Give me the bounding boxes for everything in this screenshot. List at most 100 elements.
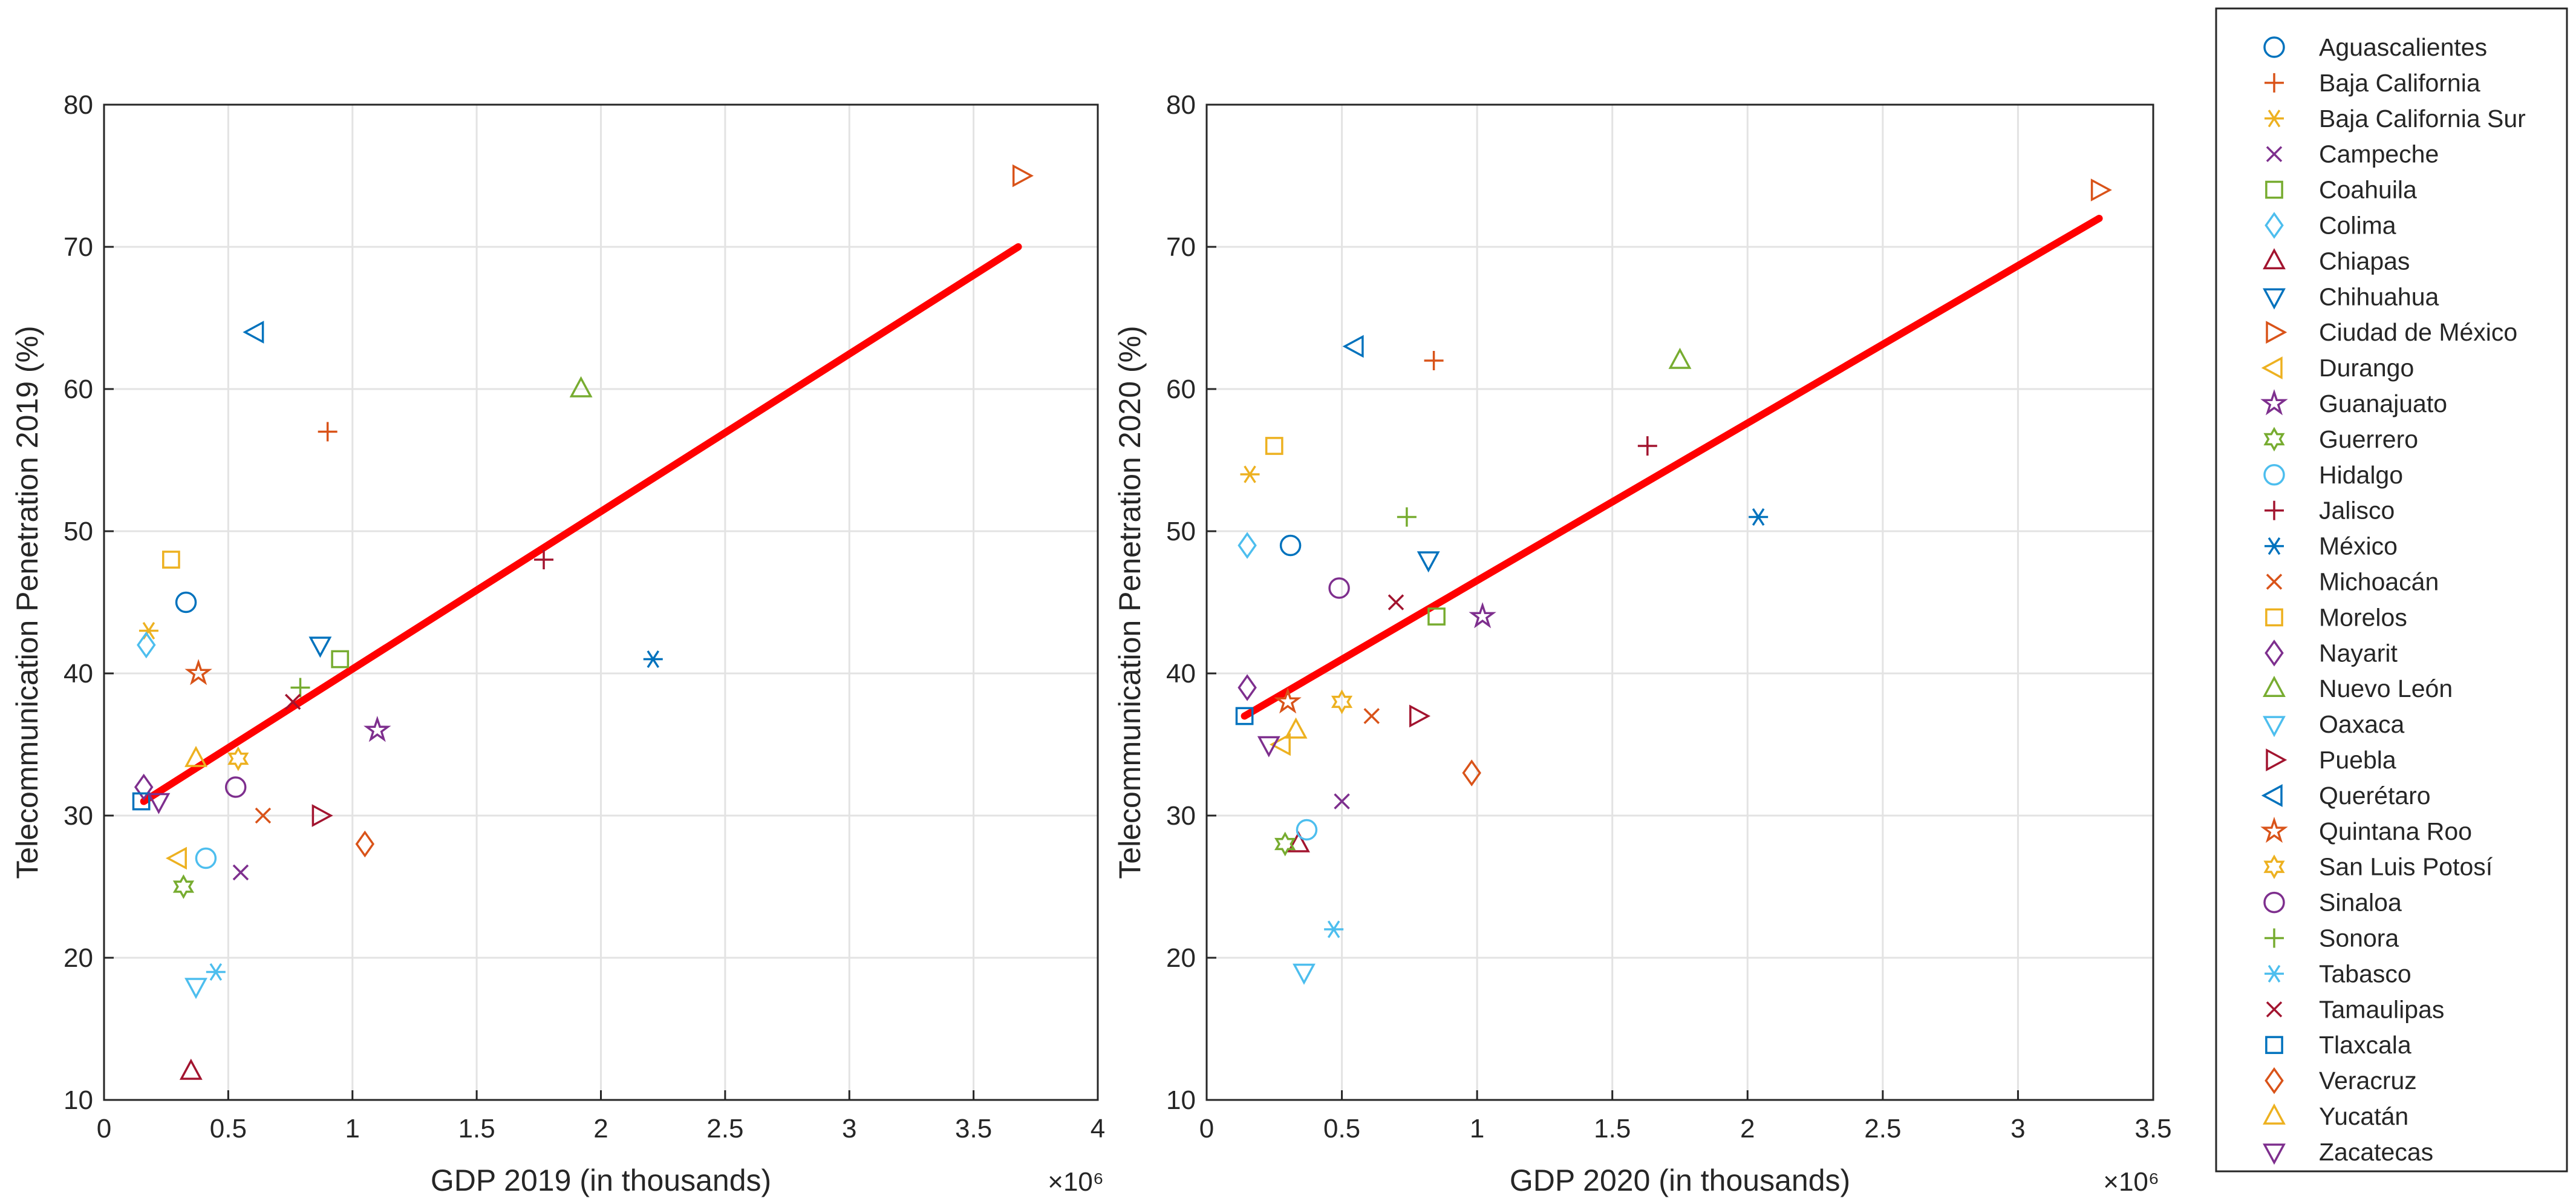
legend-marker-veracruz xyxy=(2265,1067,2284,1094)
legend-item-tlaxcala: Tlaxcala xyxy=(2265,1031,2411,1059)
legend-label-campeche: Campeche xyxy=(2319,140,2439,168)
legend-label-morelos: Morelos xyxy=(2319,603,2407,631)
y-tick-label-2019-3: 40 xyxy=(64,659,93,689)
legend-item-san-luis-potosi: San Luis Potosí xyxy=(2263,853,2493,881)
legend-marker-tamaulipas xyxy=(2266,1001,2283,1018)
point-2020-mexico xyxy=(1749,508,1769,526)
ticks-2019: 0 0.5 1 1.5 2 2.5 3 3.5 4 10 20 30 40 50 60 70 80 xyxy=(64,90,1105,1143)
legend-item-oaxaca: Oaxaca xyxy=(2263,710,2404,738)
legend-label-oaxaca: Oaxaca xyxy=(2319,710,2404,738)
point-2020-san-luis-potosi xyxy=(1331,689,1353,715)
point-2019-puebla xyxy=(311,804,333,827)
legend-label-chiapas: Chiapas xyxy=(2319,247,2410,275)
legend-marker-mexico xyxy=(2265,537,2284,555)
point-2020-nayarit xyxy=(1237,674,1257,701)
legend-item-colima: Colima xyxy=(2265,212,2396,240)
point-2020-guerrero xyxy=(1274,831,1296,857)
plot-frame-2020 xyxy=(1205,103,2154,1101)
point-2020-veracruz xyxy=(1462,759,1481,787)
x-tick-label-2019-4: 2 xyxy=(593,1114,608,1143)
legend-label-tlaxcala: Tlaxcala xyxy=(2319,1031,2411,1059)
legend-marker-morelos xyxy=(2265,608,2283,627)
y-tick-label-2020-5: 60 xyxy=(1166,375,1196,404)
legend-marker-tlaxcala xyxy=(2265,1036,2283,1055)
point-2020-chiapas xyxy=(1287,831,1310,852)
legend-marker-san-luis-potosi xyxy=(2263,854,2285,880)
legend-label-nuevo-leon: Nuevo León xyxy=(2319,675,2453,702)
point-2019-baja-california xyxy=(318,422,337,442)
point-2019-quintana-roo xyxy=(184,659,212,685)
legend-item-tabasco: Tabasco xyxy=(2265,960,2411,987)
legend-item-morelos: Morelos xyxy=(2265,603,2407,631)
point-2020-yucatan xyxy=(1284,717,1308,739)
point-2020-ciudad-de-mexico xyxy=(2090,178,2112,201)
x-axis-label-2019: GDP 2019 (in thousands) xyxy=(431,1163,771,1197)
legend-label-guanajuato: Guanajuato xyxy=(2319,390,2447,417)
points-2019 xyxy=(132,164,1034,1080)
point-2020-hidalgo xyxy=(1296,819,1318,841)
point-2019-durango xyxy=(165,846,187,870)
legend-marker-durango xyxy=(2261,356,2283,380)
legend-item-quintana-roo: Quintana Roo xyxy=(2260,816,2472,845)
legend-item-sonora: Sonora xyxy=(2265,924,2399,952)
point-2019-morelos xyxy=(162,551,180,569)
legend-marker-tabasco xyxy=(2265,964,2284,983)
legend-item-guerrero: Guerrero xyxy=(2263,425,2418,453)
point-2020-michoacan xyxy=(1363,708,1380,724)
point-2019-sonora xyxy=(290,678,310,698)
y-tick-label-2020-2: 30 xyxy=(1166,801,1196,831)
point-2019-sinaloa xyxy=(224,776,247,798)
x-tick-label-2019-0: 0 xyxy=(97,1114,111,1143)
point-2020-tabasco xyxy=(1324,920,1344,938)
y-axis-label-2020: Telecommunication Penetration 2020 (%) xyxy=(1113,326,1147,878)
legend-marker-sinaloa xyxy=(2263,891,2285,914)
point-2020-puebla xyxy=(1409,704,1431,728)
y-tick-label-2020-3: 40 xyxy=(1166,659,1196,689)
y-tick-label-2019-0: 10 xyxy=(64,1085,93,1115)
point-2019-hidalgo xyxy=(195,847,217,869)
point-2020-nuevo-leon xyxy=(1668,347,1692,369)
legend-marker-guerrero xyxy=(2263,427,2285,452)
legend-marker-colima xyxy=(2265,212,2284,239)
x-axis-label-2020: GDP 2020 (in thousands) xyxy=(1510,1163,1850,1197)
x-tick-label-2020-0: 0 xyxy=(1199,1114,1214,1143)
legend-label-mexico: México xyxy=(2319,532,2398,560)
legend-label-ciudad-de-mexico: Ciudad de México xyxy=(2319,318,2517,346)
point-2020-oaxaca xyxy=(1293,963,1316,985)
legend-label-coahuila: Coahuila xyxy=(2319,176,2417,204)
legend-marker-jalisco xyxy=(2265,500,2284,520)
point-2019-guerrero xyxy=(172,874,195,899)
legend-marker-sonora xyxy=(2265,928,2284,948)
point-2020-durango xyxy=(1269,733,1291,756)
legend-marker-aguascalientes xyxy=(2263,36,2285,58)
legend-marker-guanajuato xyxy=(2260,389,2288,416)
x-tick-label-2019-6: 3 xyxy=(842,1114,856,1143)
x-tick-label-2019-2: 1 xyxy=(345,1114,360,1143)
point-2019-michoacan xyxy=(255,807,272,824)
point-2020-jalisco xyxy=(1637,436,1657,456)
point-2020-tlaxcala xyxy=(1235,707,1254,725)
point-2019-tlaxcala xyxy=(132,792,151,811)
legend-marker-michoacan xyxy=(2266,574,2283,590)
point-2019-tamaulipas xyxy=(284,693,301,710)
legend-marker-puebla xyxy=(2266,748,2287,771)
point-2020-colima xyxy=(1237,532,1257,559)
x-tick-label-2019-1: 0.5 xyxy=(210,1114,247,1143)
x-exponent-label-2019: ×10⁶ xyxy=(1048,1167,1104,1197)
x-tick-label-2020-4: 2 xyxy=(1740,1114,1755,1143)
legend-label-san-luis-potosi: San Luis Potosí xyxy=(2319,853,2493,881)
legend-item-zacatecas: Zacatecas xyxy=(2263,1138,2433,1166)
legend-label-queretaro: Querétaro xyxy=(2319,782,2431,810)
point-2019-colima xyxy=(137,631,156,659)
point-2020-zacatecas xyxy=(1257,736,1280,757)
legend-label-chihuahua: Chihuahua xyxy=(2319,283,2439,310)
y-tick-label-2020-6: 70 xyxy=(1166,232,1196,262)
point-2019-jalisco xyxy=(534,550,554,569)
legend-marker-oaxaca xyxy=(2263,716,2286,738)
point-2019-chihuahua xyxy=(308,636,332,658)
point-2020-baja-california-sur xyxy=(1240,465,1260,483)
legend-label-sonora: Sonora xyxy=(2319,924,2399,952)
legend-item-guanajuato: Guanajuato xyxy=(2260,389,2447,417)
